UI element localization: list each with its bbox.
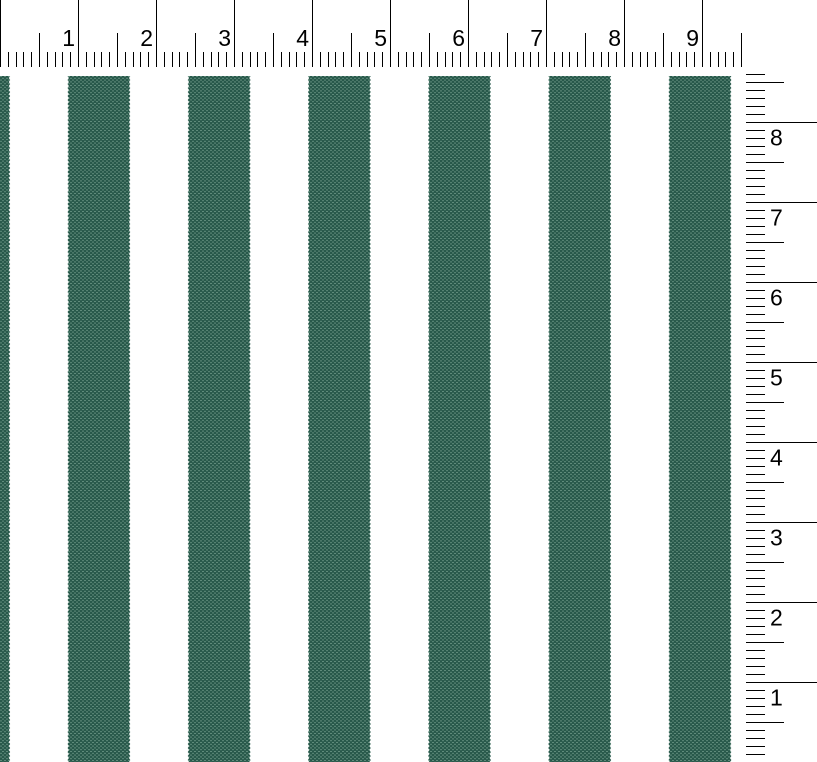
svg-text:1: 1 [62, 25, 75, 51]
svg-text:6: 6 [452, 25, 465, 51]
svg-text:7: 7 [530, 25, 543, 51]
svg-text:7: 7 [770, 204, 783, 230]
svg-text:5: 5 [770, 364, 783, 390]
svg-text:4: 4 [770, 444, 783, 470]
svg-text:4: 4 [296, 25, 309, 51]
svg-text:1: 1 [770, 684, 783, 710]
svg-text:8: 8 [608, 25, 621, 51]
svg-text:9: 9 [686, 25, 699, 51]
svg-text:8: 8 [770, 124, 783, 150]
svg-text:2: 2 [140, 25, 153, 51]
svg-text:6: 6 [770, 284, 783, 310]
svg-text:2: 2 [770, 604, 783, 630]
svg-text:3: 3 [770, 524, 783, 550]
svg-text:3: 3 [218, 25, 231, 51]
svg-text:5: 5 [374, 25, 387, 51]
